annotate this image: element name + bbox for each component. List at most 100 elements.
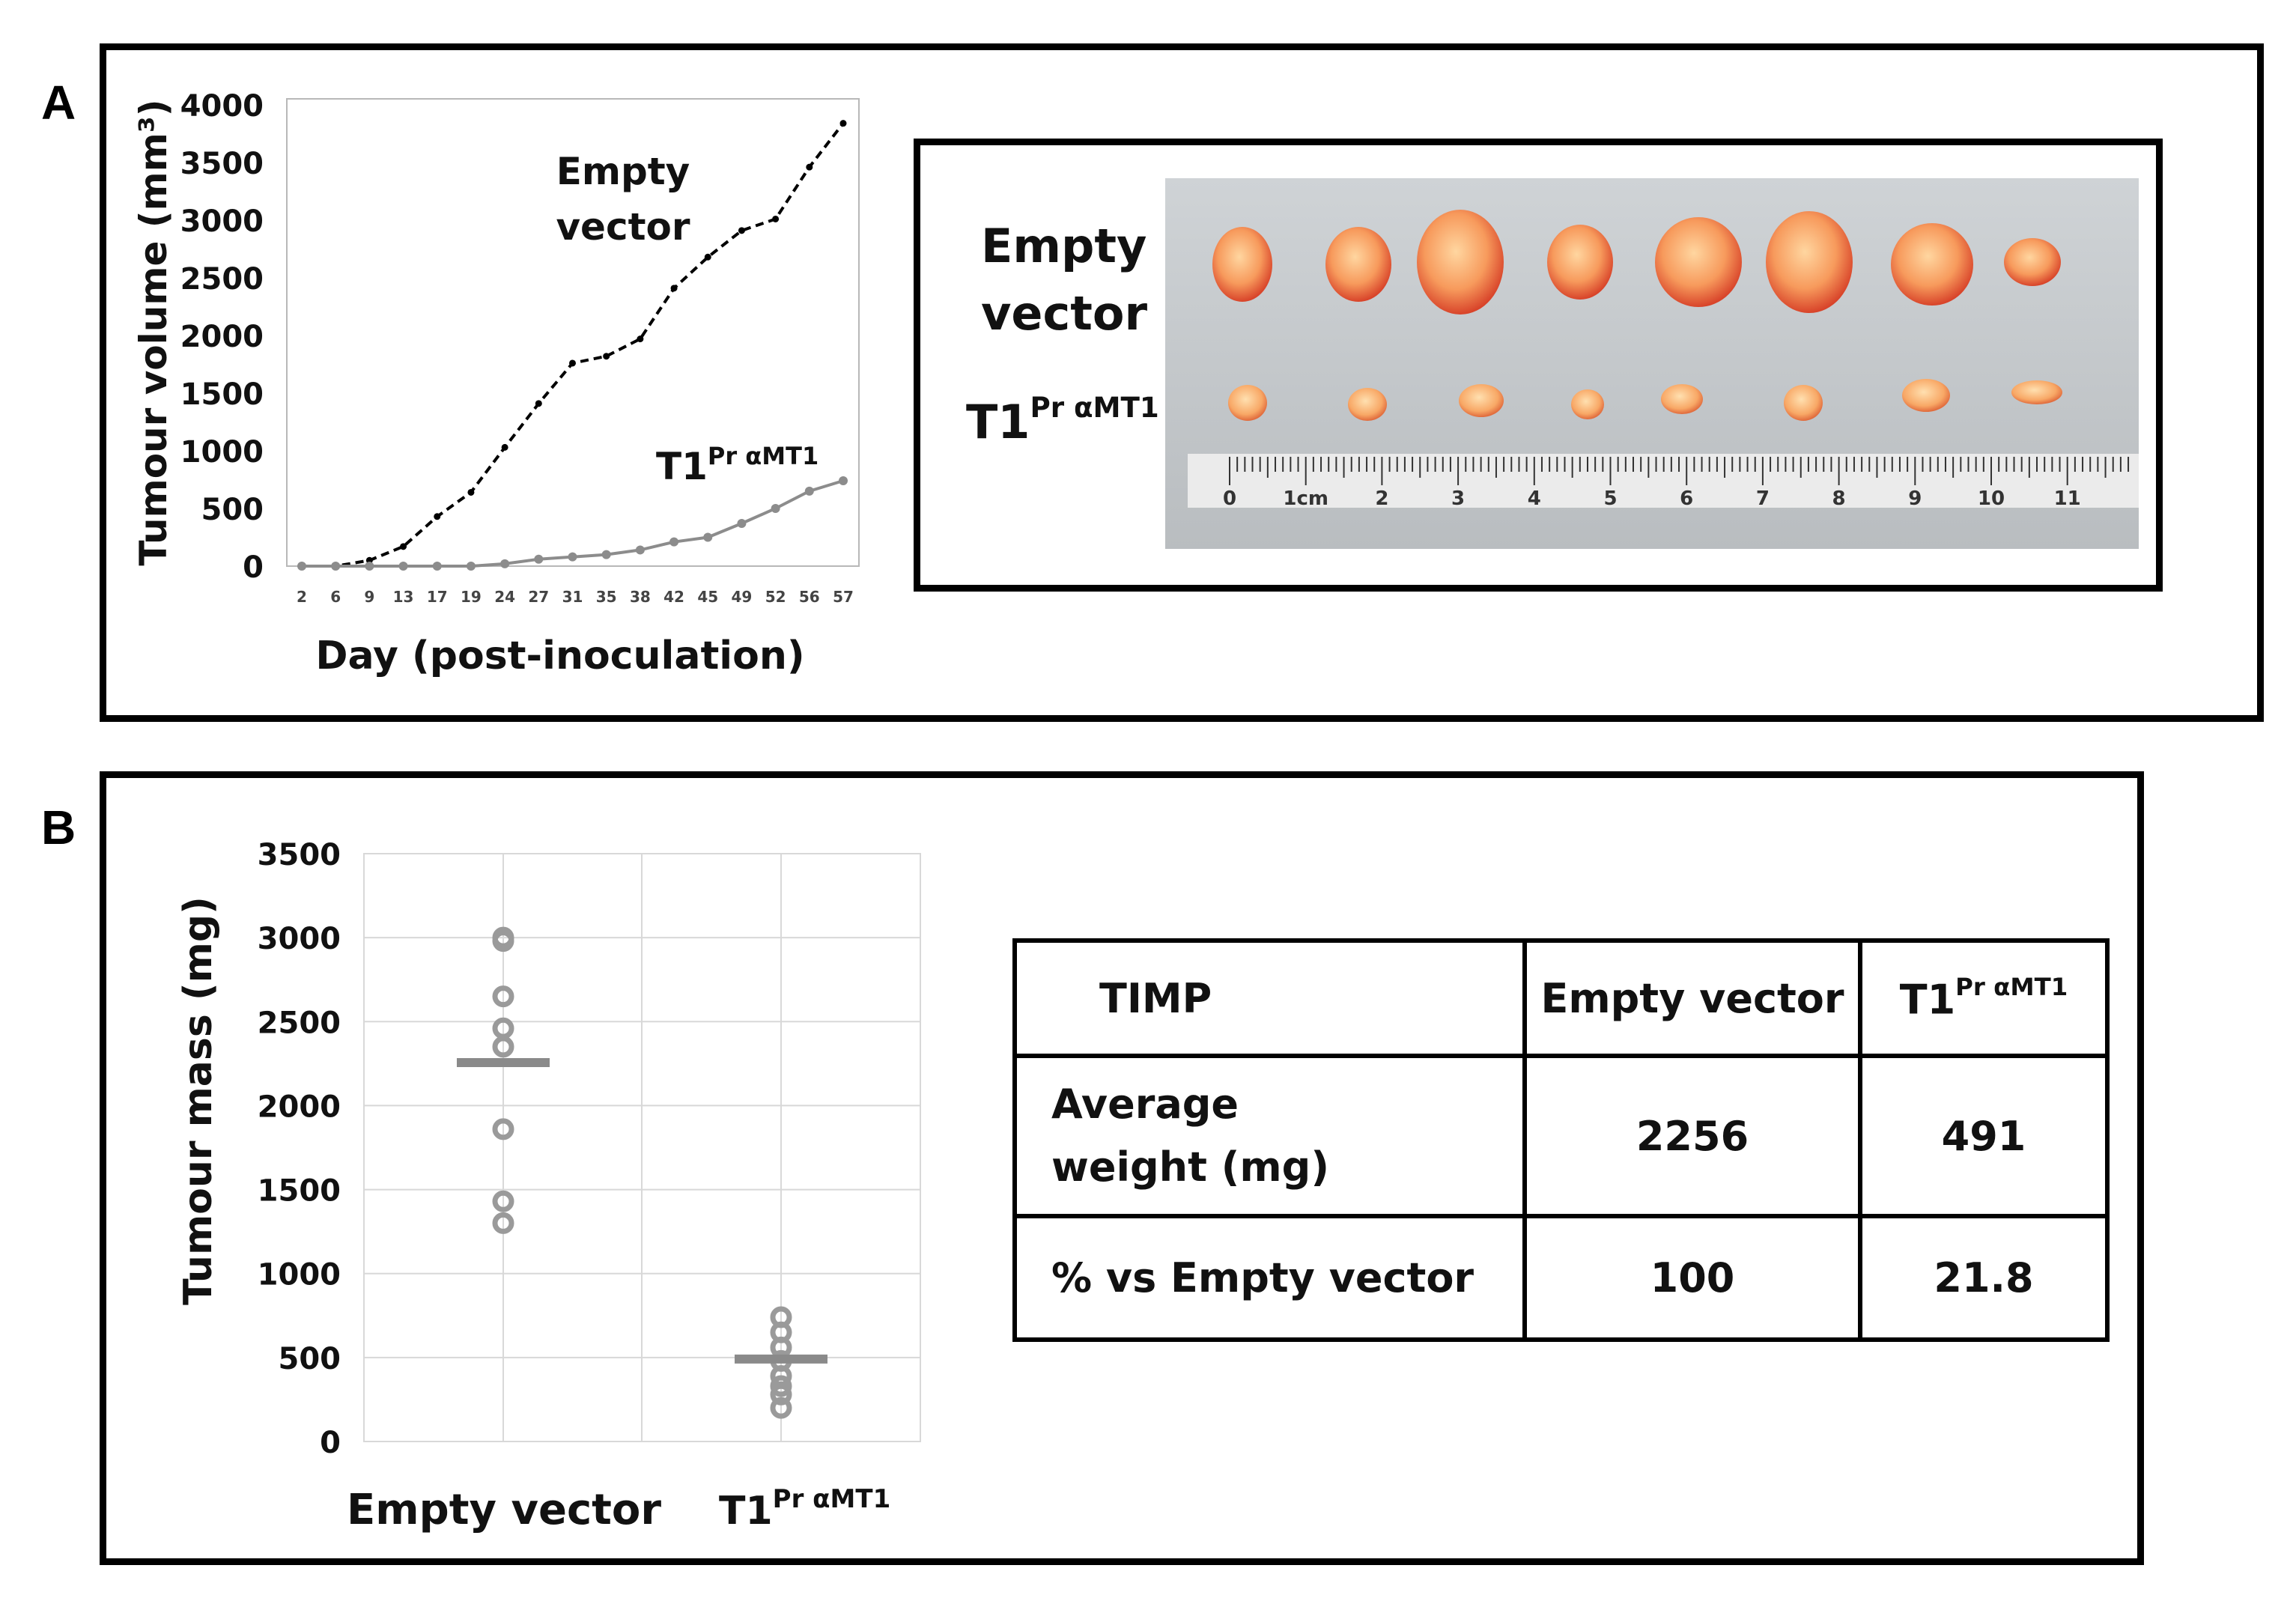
row-label-percent: % vs Empty vector — [1012, 1214, 1527, 1342]
empty-vector-point — [637, 335, 644, 343]
x-tick-label: 9 — [364, 588, 374, 606]
header-empty-vector: Empty vector — [1522, 938, 1862, 1058]
tumour-mark — [1891, 223, 1973, 306]
tumour-mark — [1459, 384, 1504, 417]
x-tick-label: 27 — [528, 588, 549, 606]
ruler-label: 7 — [1756, 487, 1770, 510]
ruler-label: 11 — [2054, 487, 2081, 510]
empty-vector-point — [569, 359, 576, 367]
tumour-mark — [1417, 210, 1504, 315]
empty-vector-point — [806, 163, 813, 171]
y-tick-label: 3000 — [180, 204, 264, 239]
header-t1: T1Pr αMT1 — [1858, 938, 2110, 1058]
x-tick-label: 17 — [427, 588, 448, 606]
empty-vector-point — [400, 543, 407, 550]
x-tick-label: 19 — [461, 588, 482, 606]
cell-t1-average: 491 — [1858, 1054, 2110, 1218]
header-timp: TIMP — [1012, 938, 1527, 1058]
tumour-mark — [1212, 227, 1272, 302]
x-tick-label: 57 — [833, 588, 854, 606]
tumour-mark — [1902, 379, 1950, 412]
ruler-label: 9 — [1908, 487, 1922, 510]
empty-vector-point — [467, 488, 475, 496]
category-label-empty-vector: Empty vector — [347, 1486, 661, 1534]
y-tick-label: 2500 — [258, 1006, 341, 1040]
empty-vector-point — [603, 353, 610, 360]
empty-vector-point — [772, 215, 780, 222]
empty-vector-line-label-1: Empty — [556, 150, 690, 193]
tumour-photo: 01cm2345678910111 — [1165, 178, 2139, 549]
empty-vector-point — [670, 285, 678, 292]
x-tick-label: 6 — [330, 588, 341, 606]
t1-point — [398, 562, 408, 571]
tumour-mark — [1348, 388, 1387, 421]
y-axis-label: Tumour volume (mm³) — [132, 99, 175, 565]
ruler-label: 8 — [1832, 487, 1846, 510]
x-tick-label: 35 — [596, 588, 617, 606]
mass-point — [492, 1190, 514, 1212]
t1-point — [804, 486, 814, 496]
tumour-mark — [1228, 385, 1267, 421]
x-tick-label: 13 — [393, 588, 414, 606]
cell-empty-average: 2256 — [1522, 1054, 1862, 1218]
panel-b-frame — [100, 771, 2144, 1565]
mass-point — [492, 930, 514, 953]
t1-point — [635, 545, 645, 555]
t1-point — [737, 519, 747, 529]
x-tick-label: 38 — [630, 588, 651, 606]
y-tick-label: 2000 — [180, 320, 264, 354]
x-tick-label: 42 — [663, 588, 684, 606]
t1-line-label: T1Pr αMT1 — [656, 442, 819, 488]
x-tick-label: 45 — [697, 588, 718, 606]
x-tick-label: 31 — [562, 588, 583, 606]
ruler: 01cm2345678910111 — [1188, 454, 2139, 510]
tumour-volume-line-chart: 0 500 1000 1500 2000 2500 3000 3500 4000 2 6 9 13 17… — [132, 89, 860, 678]
empty-vector-point — [434, 513, 441, 520]
x-tick-label: 2 — [297, 588, 307, 606]
y-tick-label: 4000 — [180, 89, 264, 124]
y-tick-label: 1000 — [258, 1258, 341, 1292]
t1-point — [297, 562, 306, 571]
photo-empty-vector-label: Empty vector — [981, 219, 1148, 341]
table-header-row: TIMP Empty vector T1Pr αMT1 — [1012, 938, 2110, 1058]
panel-b-letter: B — [41, 801, 76, 854]
t1-point — [839, 476, 848, 486]
summary-table: TIMP Empty vector T1Pr αMT1 Average weig… — [1012, 938, 2110, 1342]
t1-point — [669, 537, 679, 547]
ruler-label: 2 — [1375, 487, 1388, 510]
row-label-average-weight: Average weight (mg) — [1012, 1054, 1527, 1218]
y-tick-label: 500 — [279, 1342, 341, 1376]
y-tick-label: 0 — [243, 550, 264, 585]
empty-vector-point — [738, 227, 745, 234]
empty-vector-point — [839, 120, 847, 127]
t1-point — [601, 550, 611, 559]
ruler-label: 3 — [1451, 487, 1465, 510]
mass-point — [492, 1036, 514, 1058]
tumour-mass-dot-plot: 0 500 1000 1500 2000 2500 3000 3500 Empty vecto… — [176, 838, 921, 1534]
tumour-mark — [2011, 380, 2062, 404]
ruler-label: 1cm — [1283, 487, 1328, 510]
tumour-mark — [1661, 384, 1703, 414]
y-tick-label: 0 — [320, 1426, 341, 1460]
y-tick-label: 2500 — [180, 262, 264, 297]
t1-point — [500, 559, 510, 568]
tumour-mark — [1571, 389, 1604, 419]
table-row: Average weight (mg) 2256 491 — [1012, 1054, 2110, 1218]
tumour-mark — [1784, 385, 1823, 421]
mass-point — [492, 985, 514, 1008]
tumour-mark — [1325, 227, 1391, 302]
x-tick-label: 24 — [494, 588, 515, 606]
ruler-label: 1 — [2136, 487, 2139, 510]
y-tick-label: 3500 — [180, 147, 264, 181]
t1-point — [534, 554, 544, 564]
cell-empty-percent: 100 — [1522, 1214, 1862, 1342]
y-tick-label: 1500 — [180, 377, 264, 412]
t1-point — [771, 504, 780, 513]
photo-t1-label: T1Pr αMT1 — [966, 391, 1159, 449]
mass-point — [770, 1397, 792, 1419]
mass-point — [492, 1212, 514, 1234]
mass-point — [492, 1118, 514, 1140]
table-row: % vs Empty vector 100 21.8 — [1012, 1214, 2110, 1342]
empty-vector-point — [704, 253, 711, 261]
panel-a-letter: A — [41, 76, 76, 130]
